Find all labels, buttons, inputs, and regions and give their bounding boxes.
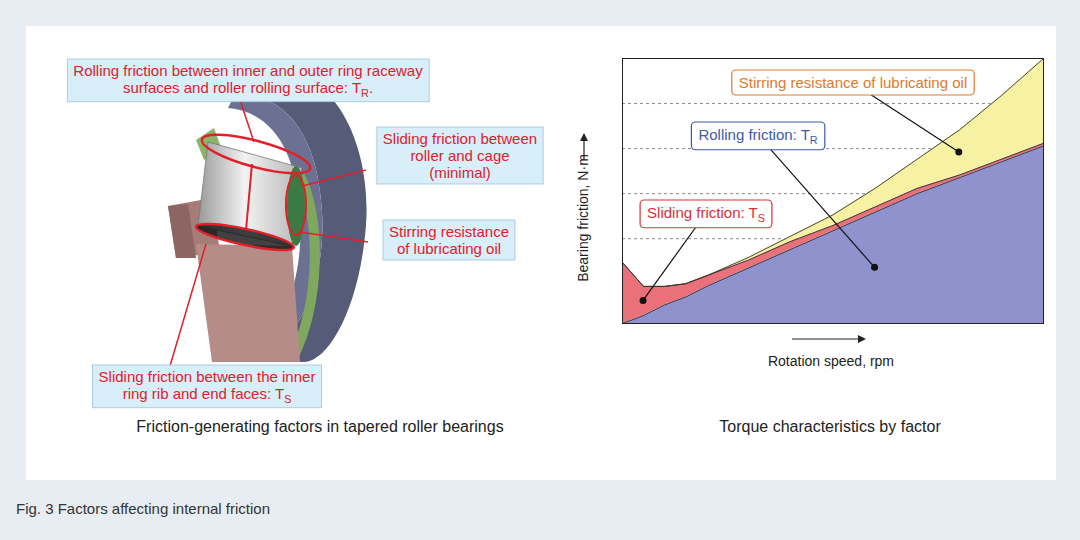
svg-text:Rolling friction: TR: Rolling friction: TR <box>698 126 817 146</box>
svg-text:Sliding friction: TS: Sliding friction: TS <box>647 204 765 224</box>
svg-text:Sliding friction betweenroller: Sliding friction betweenroller and cage(… <box>383 130 537 181</box>
html-text:Fig. 3 Factors affecting inter: Fig. 3 Factors affecting internal fricti… <box>16 500 270 517</box>
svg-text:Stirring resistance of lubrica: Stirring resistance of lubricating oil <box>739 74 967 91</box>
svg-text:Sliding friction between the i: Sliding friction between the innerring r… <box>99 368 316 405</box>
svg-text:Rotation speed, rpm: Rotation speed, rpm <box>768 353 894 369</box>
svg-text:Rolling friction between inner: Rolling friction between inner and outer… <box>73 62 423 99</box>
html-text:Friction-generating factors in: Friction-generating factors in tapered r… <box>136 418 504 435</box>
html-text:Torque characteristics by fact: Torque characteristics by factor <box>719 418 941 435</box>
svg-text:Stirring resistanceof lubricat: Stirring resistanceof lubricating oil <box>389 223 509 257</box>
svg-text:Bearing friction, N·m: Bearing friction, N·m <box>575 154 591 282</box>
